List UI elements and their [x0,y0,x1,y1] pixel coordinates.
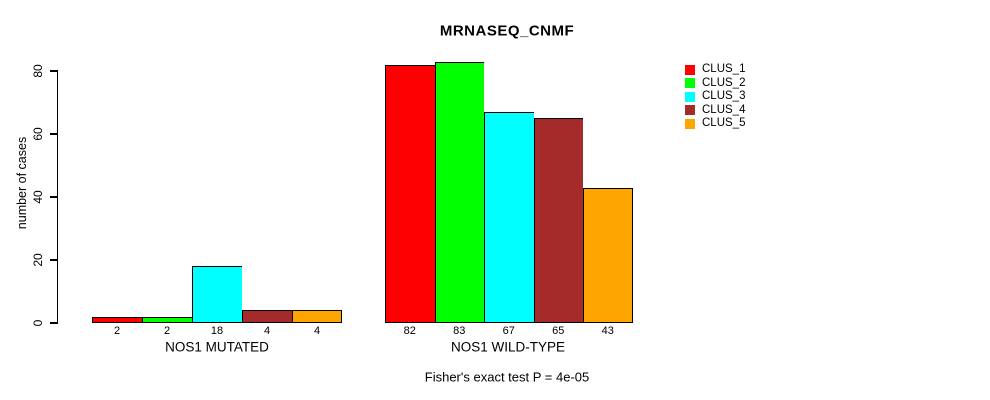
legend-label: CLUS_2 [702,76,746,89]
bar-clus_5-group2 [583,187,633,323]
bar-clus_5-group1 [292,310,342,323]
bar-clus_1-group1 [92,316,142,323]
bar-clus_4-group1 [242,310,292,323]
y-tick [50,196,58,198]
y-tick-label: 40 [31,190,45,204]
bar-value-label: 65 [552,325,565,337]
legend-swatch-icon [685,91,695,102]
legend-item-clus_3: CLUS_3 [685,90,745,104]
y-tick-label: 60 [31,127,45,141]
legend-label: CLUS_1 [702,63,746,75]
y-tick-label: 20 [31,253,45,267]
bar-clus_1-group2 [385,64,435,323]
fisher-test-annotation: Fisher's exact test P = 4e-05 [424,369,590,385]
legend-label: CLUS_3 [702,90,746,102]
legend-item-clus_4: CLUS_4 [685,104,745,118]
bar-value-label: 4 [313,325,321,337]
bar-value-label: 18 [210,325,224,337]
legend-item-clus_5: CLUS_5 [685,117,745,131]
y-axis-label: number of cases [15,136,29,230]
legend-swatch-icon [685,118,695,129]
y-tick [50,322,58,324]
legend-item-clus_1: CLUS_1 [685,63,745,77]
group-label-mutated: NOS1 MUTATED [165,339,269,355]
bar-clus_2-group2 [434,61,484,323]
legend-swatch-icon [685,64,695,75]
y-tick [50,133,58,135]
bar-clus_3-group2 [484,111,534,323]
y-tick [50,259,58,261]
bar-value-label: 83 [453,325,466,337]
legend-swatch-icon [685,105,695,116]
y-tick-label: 80 [31,64,45,78]
bar-value-label: 67 [502,325,515,337]
y-tick-label: 0 [31,319,45,327]
bar-clus_3-group1 [192,266,242,323]
legend: CLUS_1 CLUS_2 CLUS_3 CLUS_4 CLUS_5 [685,63,745,131]
legend-label: CLUS_4 [702,103,746,116]
legend-item-clus_2: CLUS_2 [685,77,745,91]
bar-value-label: 4 [263,325,271,337]
chart-title: MRNASEQ_CNMF [439,22,575,40]
bar-value-label: 43 [601,325,614,337]
bar-value-label: 2 [113,325,121,337]
legend-swatch-icon [685,78,695,89]
bar-clus_4-group2 [533,118,583,323]
y-tick [50,70,58,72]
bar-value-label: 2 [163,325,171,337]
group-label-wild-type: NOS1 WILD-TYPE [450,339,566,355]
bar-clus_2-group1 [142,316,192,323]
legend-label: CLUS_5 [702,117,746,129]
bar-value-label: 82 [403,325,416,337]
